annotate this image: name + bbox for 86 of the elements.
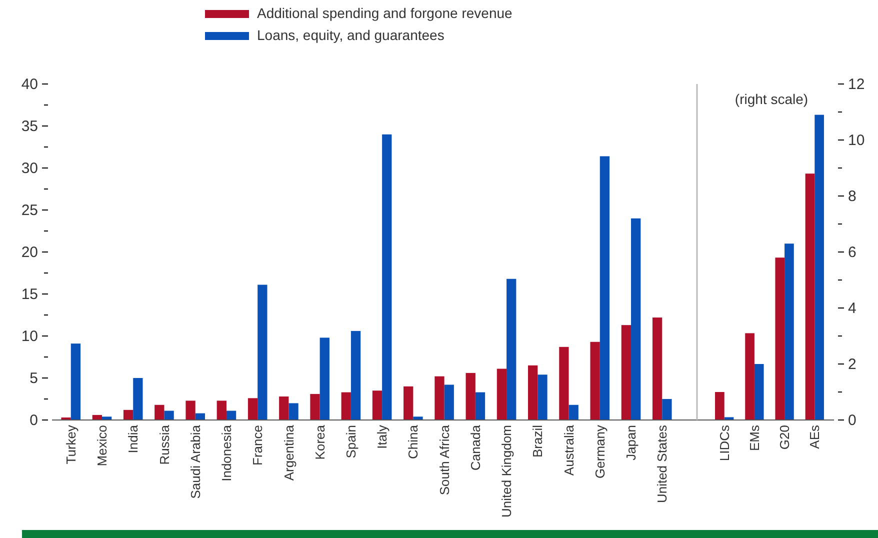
x-tick-label: China (406, 424, 421, 459)
bar (631, 218, 641, 420)
y-tick-label: 30 (21, 160, 38, 177)
y2-tick-label: 8 (848, 188, 856, 205)
bar (538, 374, 548, 420)
bar (754, 364, 764, 420)
x-tick-label: Australia (561, 424, 576, 476)
bar (413, 416, 423, 420)
bar (382, 134, 392, 420)
bar (154, 404, 164, 420)
y2-tick-label: 4 (848, 300, 856, 317)
x-tick-label: EMs (747, 424, 762, 451)
x-tick-label: South Africa (436, 424, 452, 496)
y2-tick-label: 12 (848, 76, 865, 93)
bar (568, 404, 578, 420)
x-tick-label: United Kingdom (499, 425, 514, 518)
bar (621, 325, 632, 420)
bar (350, 330, 361, 420)
bar (528, 365, 538, 420)
x-tick-label: Brazil (530, 424, 546, 458)
x-tick-label: Japan (624, 425, 639, 460)
legend-label: Loans, equity, and guarantees (257, 27, 444, 43)
y2-tick-label: 10 (848, 132, 865, 149)
bar (590, 342, 600, 420)
bar (279, 396, 289, 420)
x-tick-label: Italy (374, 424, 390, 449)
x-tick-label: Korea (312, 424, 328, 460)
bar (600, 156, 610, 420)
bar (310, 394, 320, 420)
x-tick-label: Spain (343, 425, 358, 458)
x-tick-label: Canada (468, 424, 483, 471)
bar (248, 398, 258, 420)
y-tick-label: 10 (21, 328, 38, 345)
x-tick-label: G20 (777, 425, 792, 450)
x-tick-label: LIDCs (716, 424, 732, 462)
bar (164, 410, 174, 420)
bar (341, 392, 351, 420)
bar (133, 378, 143, 420)
x-tick-label: Turkey (63, 424, 78, 464)
bar (70, 344, 81, 420)
y2-tick-label: 2 (848, 356, 856, 373)
bar (775, 258, 785, 420)
y-tick-label: 5 (30, 370, 38, 387)
bar (559, 346, 569, 420)
bar (320, 338, 330, 420)
bar (506, 278, 516, 420)
y2-tick-label: 6 (848, 244, 856, 261)
y-tick-label: 20 (21, 244, 38, 261)
bar (466, 372, 476, 420)
bar (404, 386, 414, 420)
bar (652, 318, 662, 420)
y2-tick-label: 0 (848, 412, 856, 429)
bar (288, 403, 298, 420)
x-tick-label: India (126, 424, 141, 454)
x-tick-label: United States (654, 424, 670, 504)
bar (715, 392, 724, 420)
bar (216, 400, 226, 420)
x-tick-label: Argentina (281, 424, 296, 481)
x-tick-label: Mexico (94, 425, 110, 466)
bar (434, 376, 444, 420)
bar (814, 114, 824, 420)
x-tick-label: AEs (807, 424, 822, 449)
y-tick-label: 15 (21, 286, 38, 303)
bar (444, 384, 454, 420)
y-tick-label: 35 (21, 118, 38, 135)
y-tick-label: 40 (21, 76, 38, 93)
annotation: (right scale) (734, 91, 808, 107)
bar (123, 410, 134, 420)
legend-label: Additional spending and forgone revenue (257, 5, 513, 21)
bar (496, 368, 507, 420)
bar (662, 399, 672, 420)
bar (784, 244, 794, 420)
y-tick-label: 25 (21, 202, 38, 219)
x-tick-label: Russia (156, 424, 172, 465)
bar (258, 284, 268, 420)
bar (372, 390, 382, 420)
x-tick-label: Saudi Arabia (188, 424, 203, 499)
bar (226, 410, 236, 420)
bar (805, 174, 815, 420)
bar (475, 392, 486, 420)
x-tick-label: France (250, 425, 266, 466)
bar (186, 400, 196, 420)
x-tick-label: Indonesia (219, 424, 234, 482)
y-tick-label: 0 (30, 412, 38, 429)
bar (745, 333, 754, 420)
x-tick-label: Germany (592, 424, 608, 478)
